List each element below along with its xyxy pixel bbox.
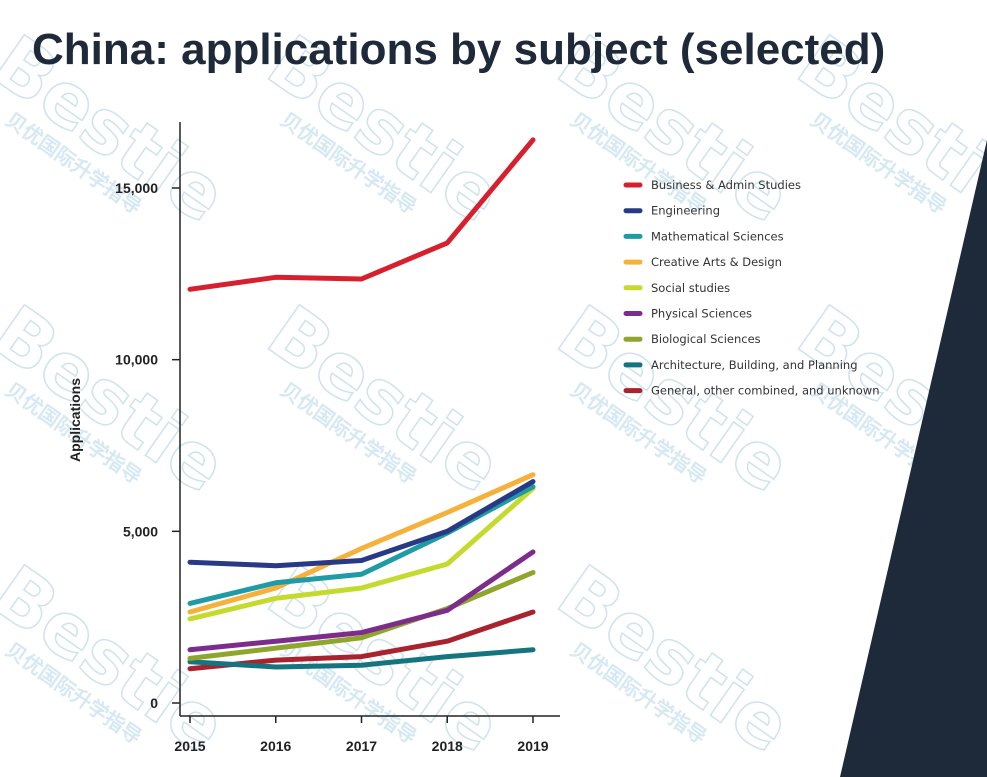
series-lines	[187, 137, 536, 672]
series-line-social-studies	[187, 485, 536, 622]
legend-item: Biological Sciences	[623, 332, 761, 346]
legend-label: Social studies	[651, 281, 730, 295]
legend-item: General, other combined, and unknown	[623, 384, 880, 398]
x-tick-label: 2018	[432, 738, 463, 754]
legend-label: Business & Admin Studies	[651, 178, 801, 192]
dark-corner-panel	[840, 140, 987, 777]
legend-item: Architecture, Building, and Planning	[623, 358, 858, 372]
x-tick-label: 2016	[260, 738, 291, 754]
axes	[179, 122, 560, 717]
series-line-creative-arts-design	[187, 472, 536, 615]
legend-item: Engineering	[623, 204, 720, 218]
legend-label: Mathematical Sciences	[651, 229, 784, 243]
series-line-business-admin-studies	[187, 137, 536, 292]
x-ticks: 2015 2016 2017 2018 2019	[174, 716, 549, 754]
legend-item: Business & Admin Studies	[623, 178, 801, 192]
y-tick-label: 5,000	[123, 523, 158, 539]
x-tick-label: 2019	[517, 738, 548, 754]
legend-label: Architecture, Building, and Planning	[651, 358, 858, 372]
legend-item: Social studies	[623, 281, 730, 295]
legend-item: Creative Arts & Design	[623, 255, 782, 269]
series-line-physical-sciences	[187, 549, 536, 653]
y-tick-label: 0	[150, 695, 158, 711]
legend-label: Creative Arts & Design	[651, 255, 782, 269]
y-axis-title: Applications	[67, 378, 83, 462]
legend-label: Physical Sciences	[651, 307, 752, 321]
legend-item: Physical Sciences	[623, 307, 752, 321]
x-tick-label: 2015	[174, 738, 205, 754]
page-title: China: applications by subject (selected…	[32, 25, 886, 74]
legend-label: General, other combined, and unknown	[651, 384, 880, 398]
x-tick-label: 2017	[346, 738, 377, 754]
legend-label: Engineering	[651, 204, 720, 218]
series-line-architecture-building-and-planning	[187, 647, 536, 670]
legend-item: Mathematical Sciences	[623, 229, 784, 243]
y-ticks: 0 5,000 10,000 15,000	[115, 180, 180, 711]
y-tick-label: 10,000	[115, 352, 158, 368]
series-line-engineering	[187, 479, 536, 569]
y-tick-label: 15,000	[115, 180, 158, 196]
legend: Business & Admin Studies Engineering Mathe…	[623, 178, 880, 398]
legend-label: Biological Sciences	[651, 332, 761, 346]
series-line-biological-sciences	[187, 570, 536, 661]
